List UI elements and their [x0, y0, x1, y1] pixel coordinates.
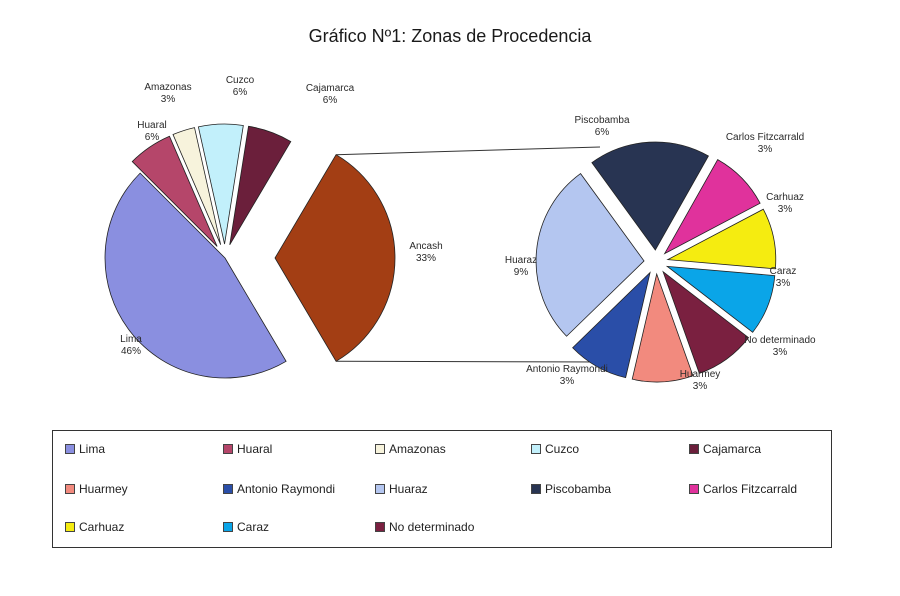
pie-slice-lima [104, 172, 287, 379]
pie-slice-huarmey [631, 272, 694, 383]
legend-item-amazonas: Amazonas [375, 442, 446, 456]
connector-top [336, 146, 601, 156]
slice-label-lima: Lima 46% [120, 334, 142, 357]
legend-swatch [375, 444, 385, 454]
legend-item-lima: Lima [65, 442, 105, 456]
legend-swatch [65, 484, 75, 494]
pie-slice-no-determinado [662, 270, 750, 374]
legend-label: Antonio Raymondi [237, 482, 336, 496]
legend-swatch [531, 484, 541, 494]
slice-label-caraz: Caraz 3% [770, 266, 797, 289]
pie-slice-amazonas [172, 127, 222, 245]
legend-label: Carhuaz [79, 520, 125, 534]
pie-slice-carhuaz [666, 208, 777, 270]
pie-slice-huaraz [535, 173, 645, 337]
main-pie [104, 123, 396, 379]
legend-swatch [223, 522, 233, 532]
connector-bottom [336, 360, 611, 363]
pie-slice-huaral [131, 135, 218, 247]
legend-item-cuzco: Cuzco [531, 442, 579, 456]
legend-item-caraz: Caraz [223, 520, 269, 534]
slice-label-piscobamba: Piscobamba 6% [574, 115, 629, 138]
slice-label-amazonas: Amazonas 3% [144, 82, 191, 105]
legend-swatch [223, 444, 233, 454]
legend-item-huarmey: Huarmey [65, 482, 128, 496]
legend-item-piscobamba: Piscobamba [531, 482, 611, 496]
slice-label-huarmey: Huarmey 3% [680, 369, 721, 392]
legend-label: Cuzco [545, 442, 580, 456]
pie-slice-ancash [274, 154, 396, 362]
legend-swatch [375, 484, 385, 494]
legend-swatch [531, 444, 541, 454]
legend-label: No determinado [389, 520, 475, 534]
legend-swatch [689, 484, 699, 494]
slice-label-ancash: Ancash 33% [409, 241, 442, 264]
pie-slice-carlos-fitzcarrald [663, 159, 761, 255]
legend-swatch [65, 522, 75, 532]
slice-label-no-determinado: No determinado 3% [744, 335, 816, 358]
legend-item-antonio-raymondi: Antonio Raymondi [223, 482, 335, 496]
legend-label: Huarmey [79, 482, 128, 496]
pie-slice-cuzco [197, 123, 244, 245]
slice-label-huaraz: Huaraz 9% [505, 255, 537, 278]
legend-label: Huaral [237, 442, 273, 456]
legend-label: Caraz [237, 520, 270, 534]
chart-title: Gráfico Nº1: Zonas de Procedencia [308, 26, 592, 46]
legend-label: Carlos Fitzcarrald [703, 482, 798, 496]
legend-swatch [689, 444, 699, 454]
connector-lines [336, 146, 611, 363]
slice-label-cajamarca: Cajamarca 6% [306, 83, 355, 106]
slice-label-antonio-raymondi: Antonio Raymondi 3% [526, 364, 608, 387]
legend-label: Lima [79, 442, 106, 456]
pie-slice-caraz [665, 265, 776, 333]
legend-item-huaraz: Huaraz [375, 482, 428, 496]
chart-legend: Lima Huaral Amazonas Cuzco Cajamarca Huarmey A… [52, 430, 832, 548]
pie-slice-antonio-raymondi [572, 271, 651, 379]
legend-label: Cajamarca [703, 442, 762, 456]
slice-label-huaral: Huaral 6% [137, 120, 166, 143]
legend-item-carhuaz: Carhuaz [65, 520, 124, 534]
slice-label-carlos-fitzcarrald: Carlos Fitzcarrald 3% [726, 132, 804, 155]
legend-swatch [375, 522, 385, 532]
legend-item-cajamarca: Cajamarca [689, 442, 761, 456]
legend-item-no-determinado: No determinado [375, 520, 474, 534]
pie-slice-piscobamba [591, 141, 709, 251]
slice-label-cuzco: Cuzco 6% [226, 75, 255, 98]
legend-swatch [65, 444, 75, 454]
legend-label: Huaraz [389, 482, 428, 496]
legend-label: Piscobamba [545, 482, 612, 496]
slice-label-carhuaz: Carhuaz 3% [766, 192, 804, 215]
breakdown-pie [535, 141, 777, 383]
legend-label: Amazonas [389, 442, 446, 456]
pie-slice-cajamarca [229, 125, 292, 246]
legend-item-huaral: Huaral [223, 442, 272, 456]
legend-swatch [223, 484, 233, 494]
legend-item-carlos-fitzcarrald: Carlos Fitzcarrald [689, 482, 797, 496]
slice-labels: Lima 46% Huaral 6% Amazonas 3% Cuzco 6% Cajamarc… [120, 75, 816, 392]
